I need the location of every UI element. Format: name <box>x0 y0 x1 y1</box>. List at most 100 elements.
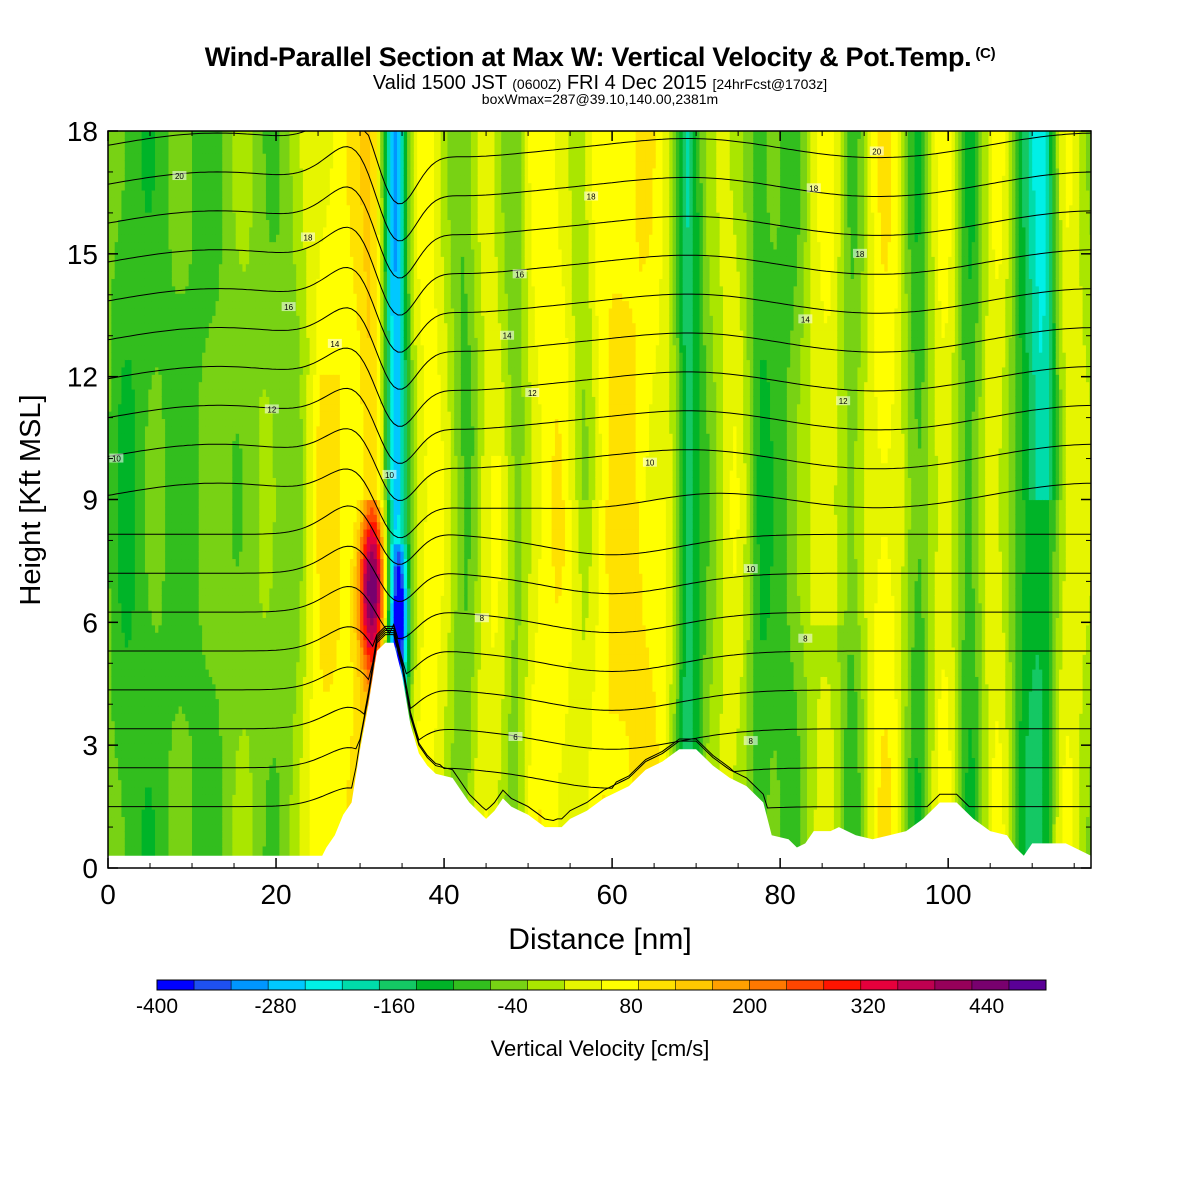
field-cell <box>118 698 123 707</box>
field-cell <box>168 293 173 302</box>
field-cell <box>128 551 133 560</box>
field-cell <box>141 809 146 818</box>
field-cell <box>178 219 183 228</box>
field-cell <box>228 794 233 803</box>
field-cell <box>151 720 156 729</box>
field-cell <box>111 786 116 795</box>
field-cell <box>114 528 119 537</box>
field-cell <box>155 352 160 361</box>
field-cell <box>118 322 123 331</box>
field-cell <box>114 514 119 523</box>
field-cell <box>192 263 196 272</box>
field-cell <box>108 506 112 515</box>
field-cell <box>138 322 143 331</box>
field-cell <box>151 580 156 589</box>
field-cell <box>188 359 193 368</box>
field-cell <box>151 175 156 184</box>
field-cell <box>124 352 129 361</box>
field-cell <box>181 823 186 832</box>
field-cell <box>185 551 190 560</box>
field-cell <box>178 374 183 383</box>
field-cell <box>144 521 149 530</box>
field-cell <box>168 433 173 442</box>
field-cell <box>192 735 196 744</box>
field-cell <box>141 219 146 228</box>
field-cell <box>161 396 166 405</box>
field-cell <box>165 772 170 781</box>
field-cell <box>144 573 149 582</box>
field-cell <box>158 263 163 272</box>
field-cell <box>138 477 143 486</box>
field-cell <box>228 845 233 854</box>
field-cell <box>171 248 176 257</box>
field-cell <box>118 263 123 272</box>
field-cell <box>144 691 149 700</box>
field-cell <box>188 418 193 427</box>
field-cell <box>171 484 176 493</box>
field-cell <box>138 256 143 265</box>
field-cell <box>138 366 143 375</box>
field-cell <box>151 204 156 213</box>
field-cell <box>195 447 200 456</box>
field-cell <box>131 477 136 486</box>
field-cell <box>192 462 196 471</box>
field-cell <box>121 440 126 449</box>
field-cell <box>118 359 123 368</box>
field-cell <box>161 624 166 633</box>
field-cell <box>188 455 193 464</box>
field-cell <box>121 175 126 184</box>
field-cell <box>144 278 149 287</box>
field-cell <box>195 403 200 412</box>
field-cell <box>148 278 153 287</box>
field-cell <box>121 425 126 434</box>
field-cell <box>118 160 123 169</box>
field-cell <box>111 418 116 427</box>
field-cell <box>175 388 180 397</box>
field-cell <box>121 683 126 692</box>
field-cell <box>141 131 146 139</box>
field-cell <box>155 838 160 847</box>
field-cell <box>151 337 156 346</box>
field-cell <box>134 536 139 545</box>
field-cell <box>171 470 176 478</box>
field-cell <box>165 713 170 722</box>
field-cell <box>111 757 116 766</box>
field-cell <box>168 329 173 338</box>
field-cell <box>158 551 163 560</box>
field-cell <box>195 329 200 338</box>
field-cell <box>114 374 119 383</box>
field-cell <box>158 381 163 390</box>
field-cell <box>134 735 139 744</box>
field-cell <box>178 713 183 722</box>
field-cell <box>192 131 196 139</box>
field-cell <box>165 661 170 670</box>
field-cell <box>168 661 173 670</box>
field-cell <box>131 337 136 346</box>
field-cell <box>108 573 112 582</box>
field-cell <box>118 167 123 176</box>
field-cell <box>192 705 196 714</box>
field-cell <box>108 352 112 361</box>
field-cell <box>175 742 180 751</box>
field-cell <box>144 329 149 338</box>
field-cell <box>144 131 149 139</box>
field-cell <box>131 153 136 162</box>
field-cell <box>175 602 180 611</box>
field-cell <box>185 248 190 257</box>
field-cell <box>148 543 153 552</box>
field-cell <box>151 595 156 604</box>
field-cell <box>178 411 183 420</box>
field-cell <box>195 499 200 508</box>
field-cell <box>188 241 193 250</box>
field-cell <box>178 381 183 390</box>
field-cell <box>192 757 196 766</box>
field-cell <box>161 521 166 530</box>
field-cell <box>192 329 196 338</box>
field-cell <box>228 661 233 670</box>
field-cell <box>111 705 116 714</box>
field-cell <box>188 204 193 213</box>
field-cell <box>161 470 166 478</box>
field-cell <box>192 197 196 206</box>
field-cell <box>168 241 173 250</box>
field-cell <box>171 610 176 619</box>
